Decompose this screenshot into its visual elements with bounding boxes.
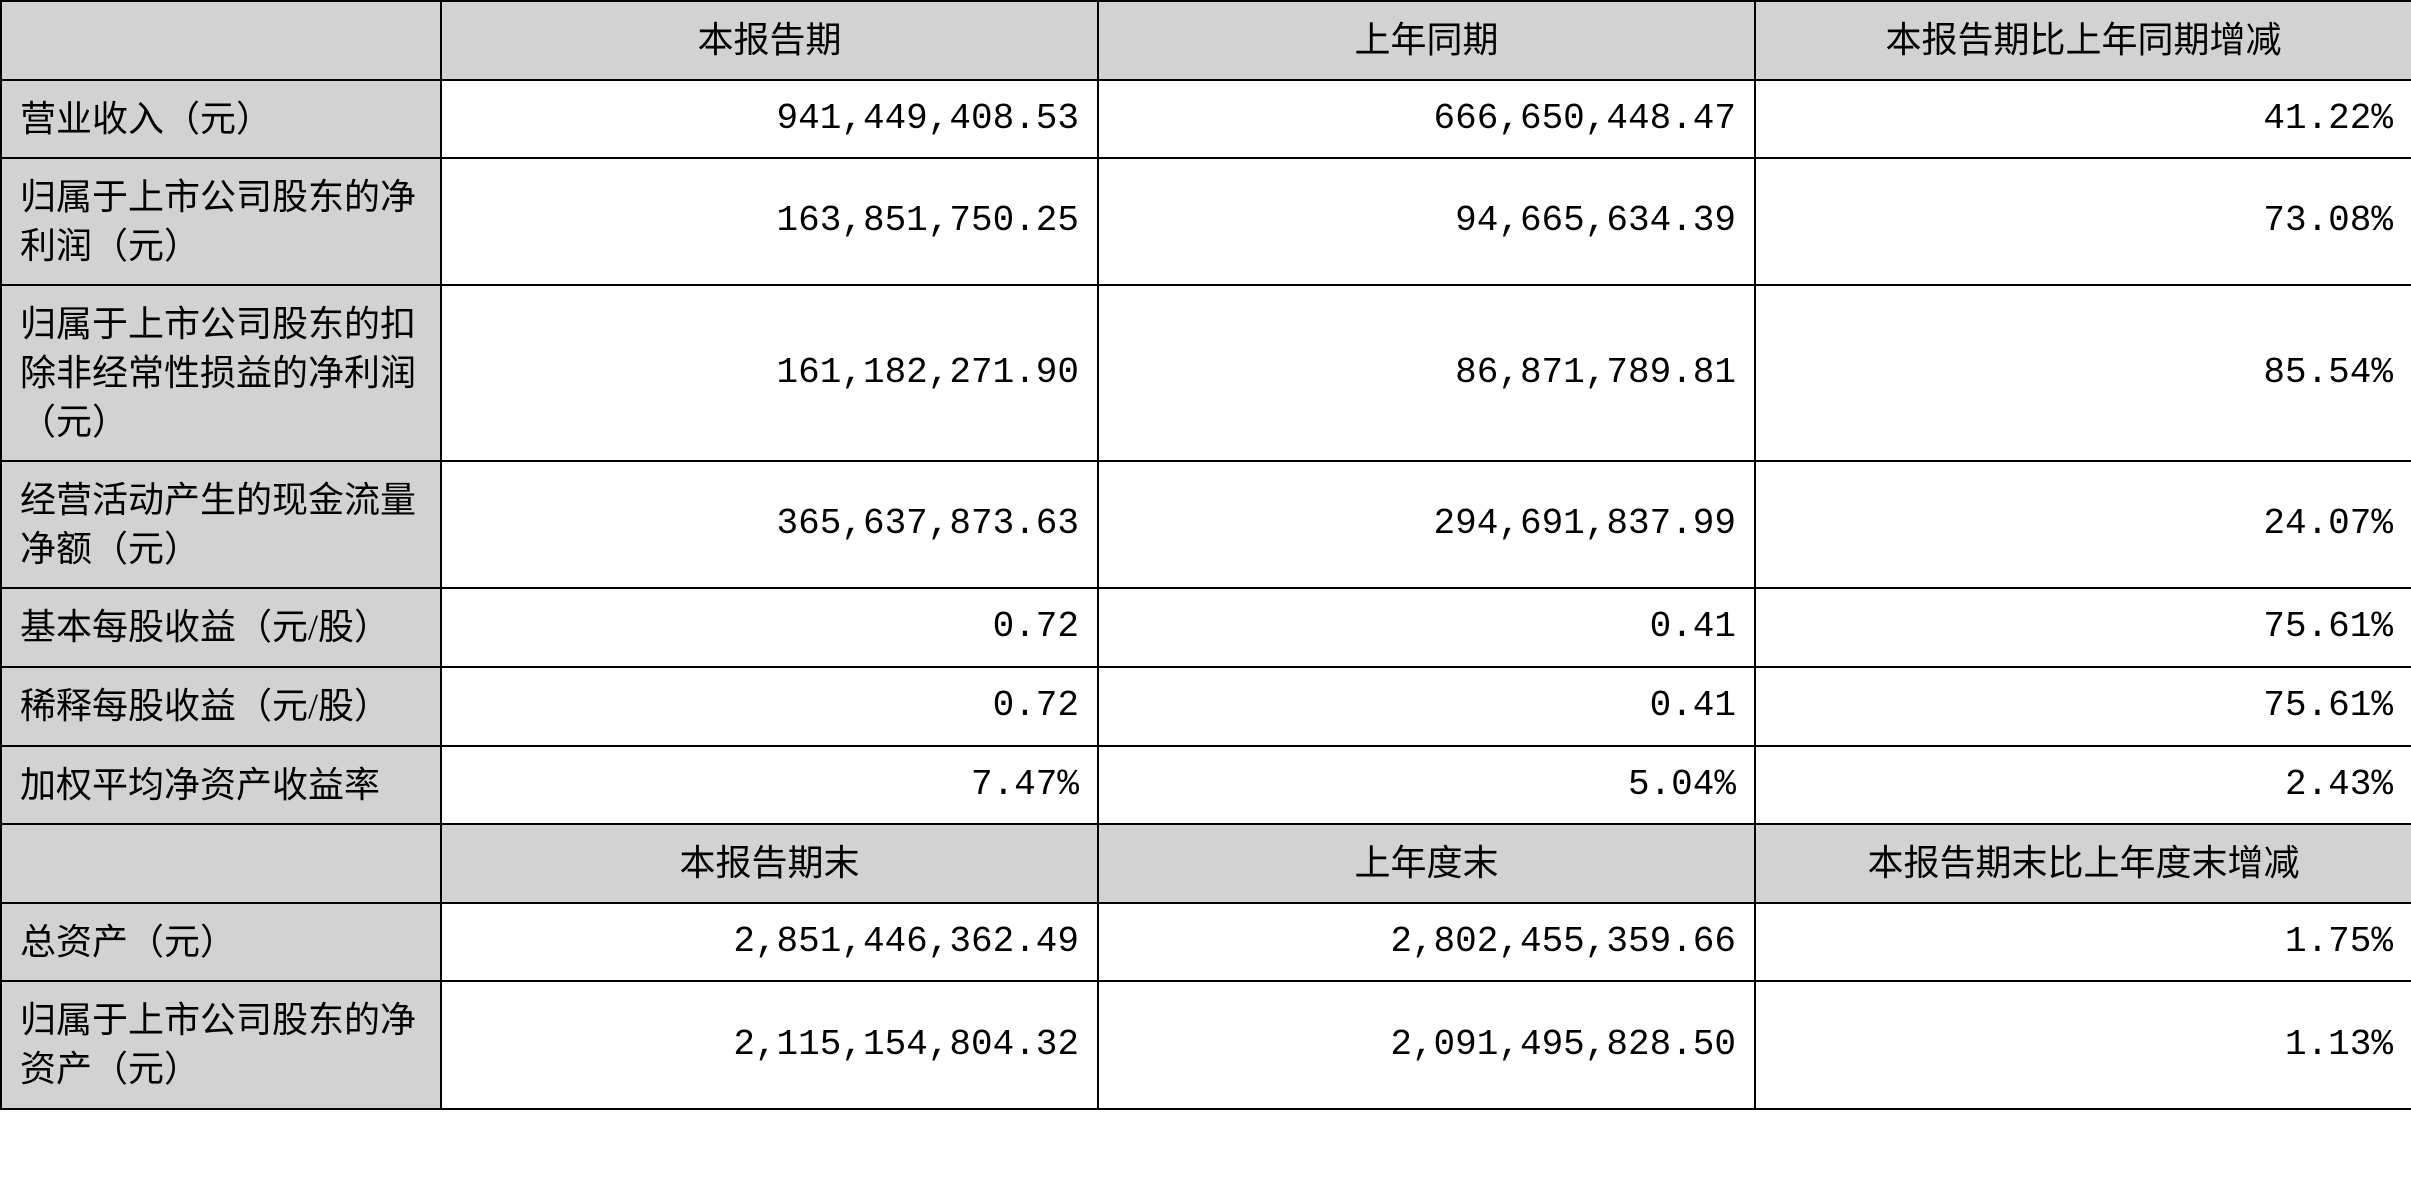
row-change: 24.07% — [1755, 461, 2411, 588]
row-current: 941,449,408.53 — [441, 80, 1098, 159]
header-prior-year-end: 上年度末 — [1098, 824, 1755, 903]
table-row: 营业收入（元） 941,449,408.53 666,650,448.47 41… — [1, 80, 2411, 159]
row-change: 1.75% — [1755, 903, 2411, 982]
row-change: 73.08% — [1755, 158, 2411, 285]
row-prior: 666,650,448.47 — [1098, 80, 1755, 159]
table-row: 总资产（元） 2,851,446,362.49 2,802,455,359.66… — [1, 903, 2411, 982]
header-change-2: 本报告期末比上年度末增减 — [1755, 824, 2411, 903]
table-header-row-2: 本报告期末 上年度末 本报告期末比上年度末增减 — [1, 824, 2411, 903]
row-prior: 5.04% — [1098, 746, 1755, 825]
row-current: 2,115,154,804.32 — [441, 981, 1098, 1108]
row-current: 0.72 — [441, 588, 1098, 667]
row-prior: 86,871,789.81 — [1098, 285, 1755, 461]
header-change: 本报告期比上年同期增减 — [1755, 1, 2411, 80]
row-change: 75.61% — [1755, 667, 2411, 746]
row-label: 营业收入（元） — [1, 80, 441, 159]
table-row: 归属于上市公司股东的净利润（元） 163,851,750.25 94,665,6… — [1, 158, 2411, 285]
row-current: 0.72 — [441, 667, 1098, 746]
row-label: 稀释每股收益（元/股） — [1, 667, 441, 746]
row-label: 归属于上市公司股东的净利润（元） — [1, 158, 441, 285]
table-row: 稀释每股收益（元/股） 0.72 0.41 75.61% — [1, 667, 2411, 746]
row-prior: 0.41 — [1098, 588, 1755, 667]
row-change: 2.43% — [1755, 746, 2411, 825]
row-prior: 294,691,837.99 — [1098, 461, 1755, 588]
row-label: 总资产（元） — [1, 903, 441, 982]
row-label: 归属于上市公司股东的扣除非经常性损益的净利润（元） — [1, 285, 441, 461]
financial-summary-table: 本报告期 上年同期 本报告期比上年同期增减 营业收入（元） 941,449,40… — [0, 0, 2411, 1110]
row-prior: 2,802,455,359.66 — [1098, 903, 1755, 982]
table-header-row-1: 本报告期 上年同期 本报告期比上年同期增减 — [1, 1, 2411, 80]
row-current: 365,637,873.63 — [441, 461, 1098, 588]
row-label: 归属于上市公司股东的净资产（元） — [1, 981, 441, 1108]
row-change: 1.13% — [1755, 981, 2411, 1108]
row-change: 75.61% — [1755, 588, 2411, 667]
row-prior: 94,665,634.39 — [1098, 158, 1755, 285]
row-label: 加权平均净资产收益率 — [1, 746, 441, 825]
row-current: 161,182,271.90 — [441, 285, 1098, 461]
row-current: 7.47% — [441, 746, 1098, 825]
table-row: 归属于上市公司股东的扣除非经常性损益的净利润（元） 161,182,271.90… — [1, 285, 2411, 461]
row-change: 41.22% — [1755, 80, 2411, 159]
header-prior-period: 上年同期 — [1098, 1, 1755, 80]
row-label: 基本每股收益（元/股） — [1, 588, 441, 667]
row-change: 85.54% — [1755, 285, 2411, 461]
row-prior: 0.41 — [1098, 667, 1755, 746]
table-row: 经营活动产生的现金流量净额（元） 365,637,873.63 294,691,… — [1, 461, 2411, 588]
header-current-period: 本报告期 — [441, 1, 1098, 80]
table-row: 基本每股收益（元/股） 0.72 0.41 75.61% — [1, 588, 2411, 667]
row-label: 经营活动产生的现金流量净额（元） — [1, 461, 441, 588]
table-row: 加权平均净资产收益率 7.47% 5.04% 2.43% — [1, 746, 2411, 825]
header-period-end: 本报告期末 — [441, 824, 1098, 903]
table-row: 归属于上市公司股东的净资产（元） 2,115,154,804.32 2,091,… — [1, 981, 2411, 1108]
row-current: 2,851,446,362.49 — [441, 903, 1098, 982]
header-blank-2 — [1, 824, 441, 903]
row-current: 163,851,750.25 — [441, 158, 1098, 285]
header-blank-1 — [1, 1, 441, 80]
table-body: 本报告期 上年同期 本报告期比上年同期增减 营业收入（元） 941,449,40… — [1, 1, 2411, 1109]
row-prior: 2,091,495,828.50 — [1098, 981, 1755, 1108]
